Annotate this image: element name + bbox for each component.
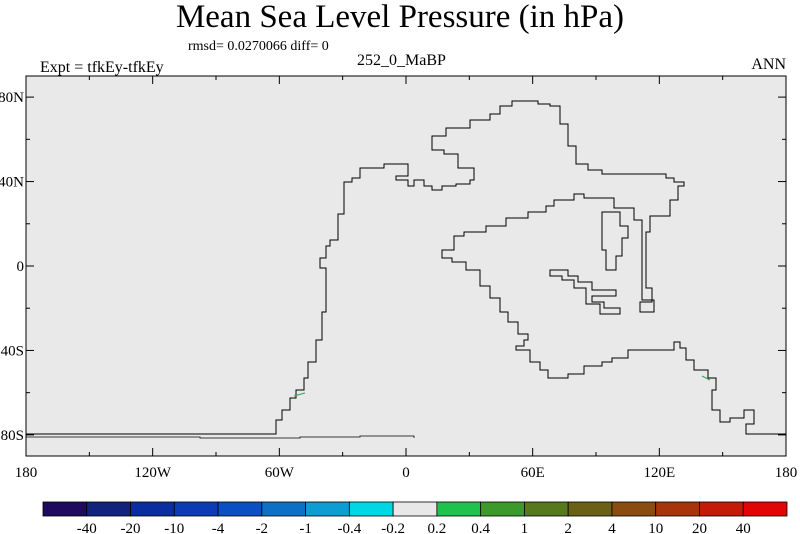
colorbar-swatch bbox=[86, 501, 131, 517]
latitude-ticks bbox=[26, 96, 786, 436]
colorbar-label: 0.4 bbox=[471, 521, 490, 534]
lon-tick-label: 180 bbox=[15, 465, 38, 481]
colorbar-swatch bbox=[42, 501, 88, 517]
lon-tick-label: 60W bbox=[265, 465, 295, 481]
coastline-inner-sea bbox=[549, 269, 621, 315]
stats-label: rmsd= 0.0270066 diff= 0 bbox=[188, 39, 329, 54]
colorbar-label: -0.4 bbox=[337, 521, 361, 534]
colorbar-label: -40 bbox=[77, 521, 97, 534]
map-background bbox=[26, 76, 786, 456]
colorbar bbox=[42, 501, 788, 517]
anomaly-mark bbox=[293, 392, 306, 397]
colorbar-label: 20 bbox=[692, 521, 707, 534]
lat-tick-label: 80S bbox=[1, 428, 24, 444]
coastline-inner-loop bbox=[601, 211, 629, 271]
lat-tick-label: 80N bbox=[0, 90, 24, 106]
colorbar-label: -10 bbox=[164, 521, 184, 534]
lat-tick-label: 0 bbox=[17, 259, 25, 275]
season-label: ANN bbox=[751, 56, 786, 73]
colorbar-labels: -40 -20 -10 -4 -2 -1 -0.4 -0.2 0.2 0.4 1 2 4 10 20 40 bbox=[77, 521, 751, 534]
colorbar-label: 2 bbox=[564, 521, 572, 534]
experiment-label: Expt = tfkEy-tfkEy bbox=[40, 59, 164, 76]
lat-tick-label: 40S bbox=[1, 343, 24, 359]
colorbar-swatch bbox=[567, 501, 613, 517]
colorbar-swatch bbox=[655, 501, 700, 517]
lon-tick-label: 0 bbox=[402, 465, 410, 481]
colorbar-label: -1 bbox=[299, 521, 312, 534]
coastline-south-strip bbox=[26, 435, 415, 439]
lon-tick-label: 120W bbox=[134, 465, 172, 481]
coastline-main-continent bbox=[26, 100, 786, 435]
case-label: 252_0_MaBP bbox=[357, 52, 446, 69]
colorbar-swatch bbox=[392, 501, 438, 517]
colorbar-label: 1 bbox=[521, 521, 529, 534]
colorbar-swatch bbox=[611, 501, 657, 517]
colorbar-swatch bbox=[480, 501, 525, 517]
anomaly-mark bbox=[701, 375, 711, 381]
colorbar-swatch bbox=[305, 501, 350, 517]
colorbar-swatch bbox=[699, 501, 744, 517]
colorbar-label: -4 bbox=[212, 521, 225, 534]
colorbar-label: -20 bbox=[121, 521, 141, 534]
colorbar-swatch bbox=[173, 501, 219, 517]
plot-title: Mean Sea Level Pressure (in hPa) bbox=[175, 0, 625, 35]
colorbar-label: 40 bbox=[736, 521, 751, 534]
colorbar-swatch bbox=[524, 501, 569, 517]
lon-tick-label: 180 bbox=[775, 465, 798, 481]
colorbar-label: -0.2 bbox=[381, 521, 405, 534]
colorbar-swatch bbox=[742, 501, 788, 517]
longitude-ticks bbox=[25, 76, 787, 456]
colorbar-swatch bbox=[261, 501, 306, 517]
lon-tick-label: 120E bbox=[643, 465, 675, 481]
coastlines bbox=[26, 100, 786, 439]
colorbar-swatch bbox=[348, 501, 394, 517]
colorbar-label: 0.2 bbox=[428, 521, 447, 534]
colorbar-swatch bbox=[217, 501, 263, 517]
colorbar-swatch bbox=[130, 501, 175, 517]
lon-tick-label: 60E bbox=[521, 465, 545, 481]
colorbar-label: 10 bbox=[648, 521, 663, 534]
colorbar-swatch bbox=[436, 501, 482, 517]
longitude-labels: 180 120W 60W 0 60E 120E 180 bbox=[15, 465, 798, 481]
latitude-labels: 80N 40N 0 40S 80S bbox=[0, 90, 24, 444]
anomaly-marks bbox=[293, 375, 711, 397]
colorbar-label: 4 bbox=[608, 521, 616, 534]
lat-tick-label: 40N bbox=[0, 175, 24, 191]
colorbar-label: -2 bbox=[256, 521, 269, 534]
